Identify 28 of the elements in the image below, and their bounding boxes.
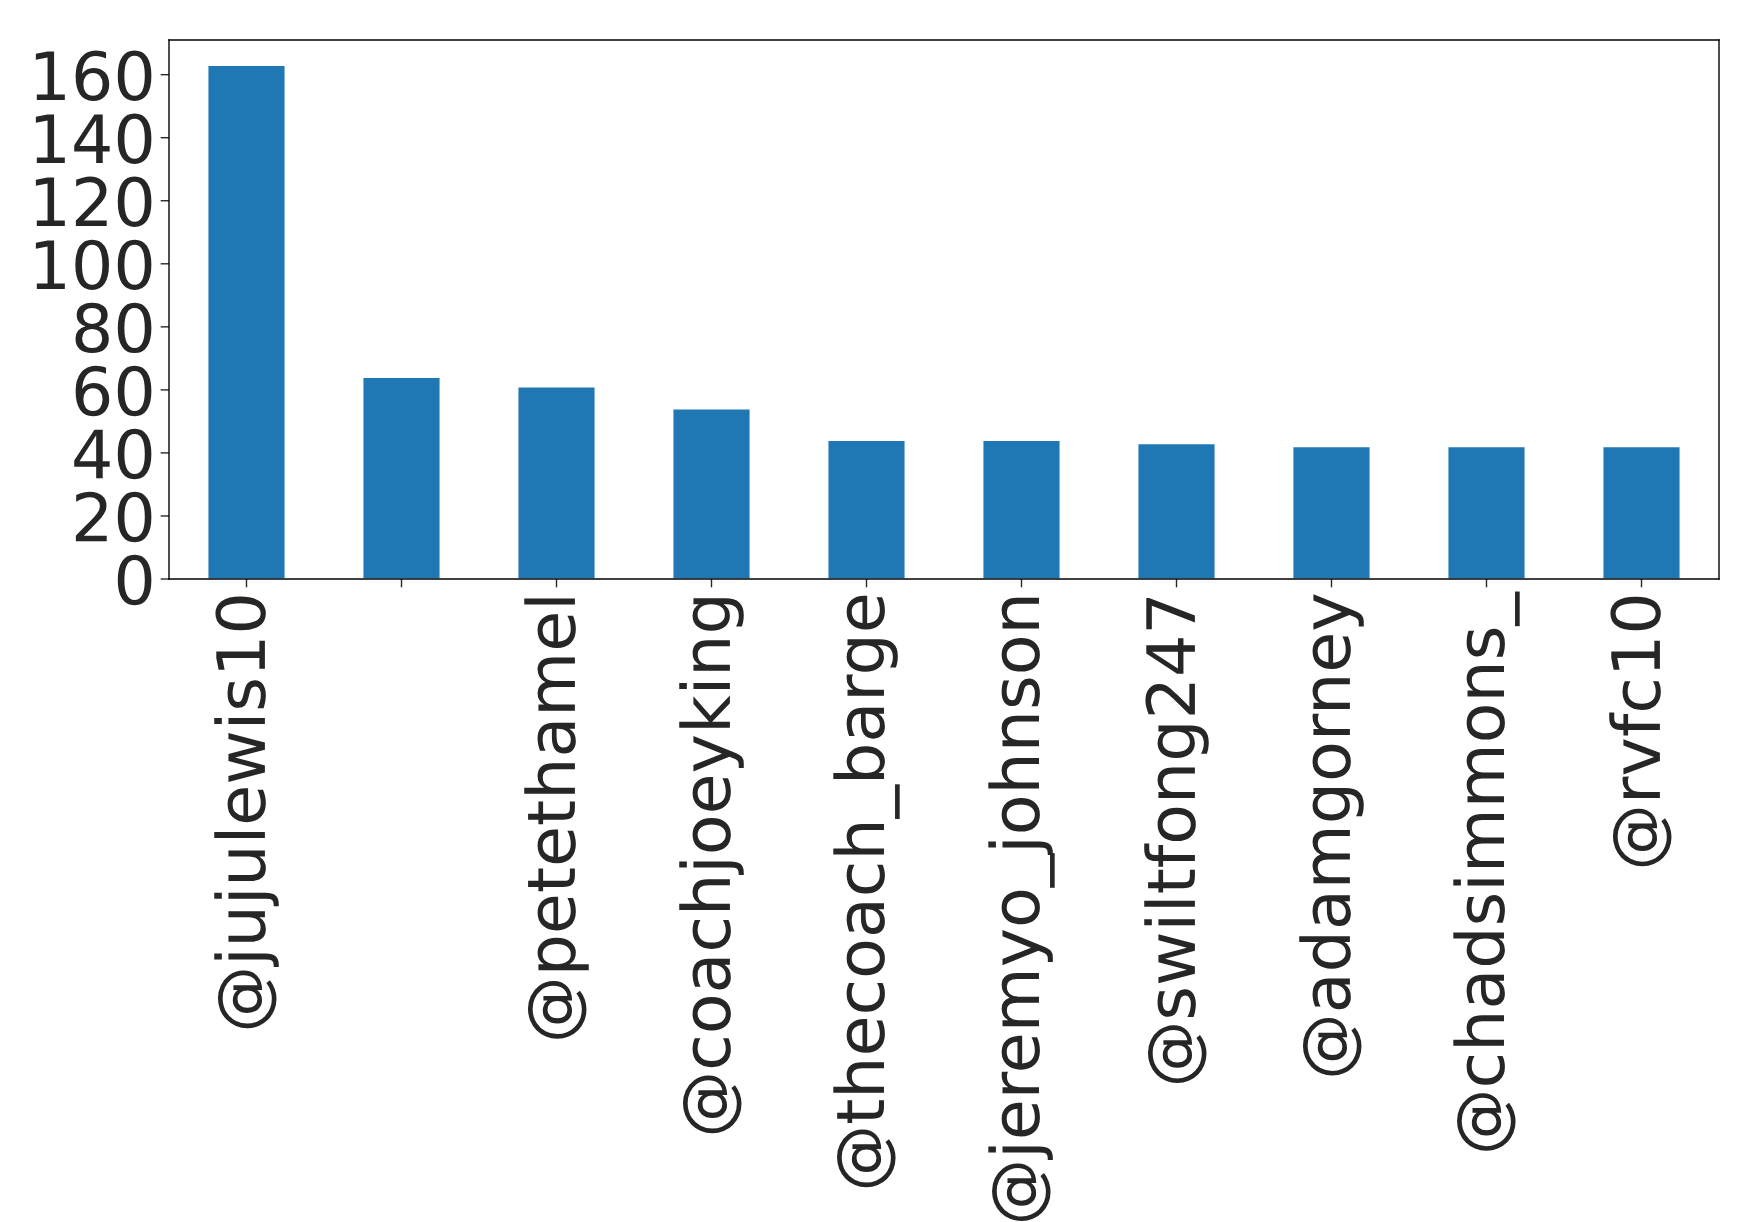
y-tick-label: 20: [75, 491, 152, 543]
bar: [1447, 445, 1526, 579]
bar: [517, 386, 596, 579]
bar: [362, 376, 441, 579]
x-tick-label: @coachjoeyking: [679, 598, 744, 1134]
x-tick-label: @jujulewis10: [214, 596, 279, 1029]
bar: [1602, 445, 1681, 579]
bar: [207, 64, 286, 579]
x-tick-label: @thecoach_barge: [833, 595, 900, 1188]
y-tick-label: 0: [117, 554, 152, 606]
y-tick-label: 140: [35, 113, 152, 164]
y-tick-label: 60: [75, 365, 152, 417]
y-tick-label: 160: [35, 50, 152, 101]
x-tick-label: @petethamel: [524, 598, 589, 1039]
y-tick-label: 100: [35, 239, 152, 291]
x-tick-label: @swiltfong247: [1144, 597, 1209, 1083]
y-tick-label: 40: [74, 428, 152, 480]
bar: [982, 439, 1061, 579]
bar: [827, 439, 906, 579]
x-tick-label: @rvfc10: [1609, 596, 1672, 867]
bar: [1292, 445, 1371, 579]
bar: [1137, 442, 1216, 579]
x-tick-label: @jeremyo_johnson: [988, 597, 1055, 1222]
bar: [672, 408, 751, 579]
x-tick-label: @adamgorney: [1299, 594, 1364, 1076]
y-tick-label: 120: [35, 176, 152, 228]
y-tick-label: 80: [75, 302, 152, 354]
x-tick-label: @chadsimmons_: [1453, 591, 1520, 1151]
